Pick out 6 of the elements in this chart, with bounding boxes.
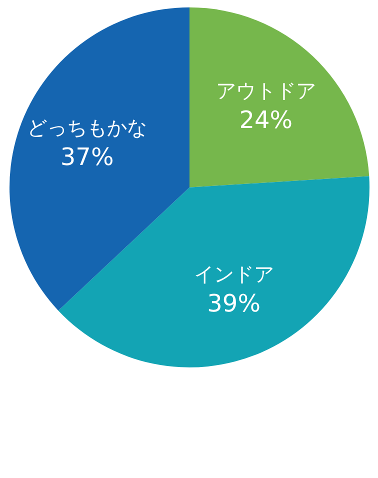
data-label: 39%	[207, 290, 260, 318]
data-label: 37%	[60, 143, 114, 172]
slice-label: どっちもかな	[27, 116, 148, 140]
slice-label: インドア	[194, 262, 274, 286]
slice-label: アウトドア	[216, 78, 316, 103]
data-label: 24%	[239, 106, 293, 134]
